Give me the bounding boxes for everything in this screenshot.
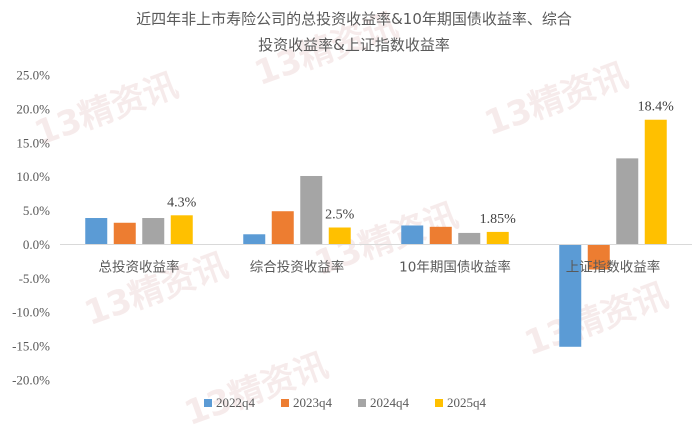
bar-2025q4-3 [644, 119, 667, 245]
bar-2022q4-2 [401, 225, 424, 245]
y-axis: 25.0% 20.0% 15.0% 10.0% 5.0% 0.0% -5.0% -10.0% -… [12, 68, 50, 388]
bar-2023q4-1 [271, 211, 294, 245]
y-tick-label: 5.0% [23, 203, 50, 218]
legend-swatch-2025q4 [435, 399, 443, 407]
chart-title: 近四年非上市寿险公司的总投资收益率&10年期国债收益率、综合 投资收益率&上证指… [136, 10, 572, 54]
bar-2022q4-3 [559, 244, 582, 347]
bar-2022q4-1 [243, 234, 266, 245]
watermark-text: 13精资讯 [29, 65, 183, 154]
watermark-text: 13精资讯 [179, 345, 333, 433]
data-labels: 4.3% 2.5% 1.85% 18.4% [167, 100, 674, 227]
bar-2022q4-0 [85, 218, 108, 245]
category-label: 10年期国债收益率 [399, 258, 511, 275]
bar-2024q4-2 [458, 232, 481, 245]
bar-2025q4-1 [328, 227, 351, 245]
legend-label-2023q4: 2023q4 [293, 395, 333, 410]
category-label: 综合投资收益率 [250, 258, 345, 275]
category-label: 上证指数收益率 [566, 258, 661, 275]
legend-swatch-2022q4 [204, 399, 212, 407]
watermark-text: 13精资讯 [479, 55, 633, 144]
data-label: 2.5% [325, 208, 355, 223]
bar-2024q4-1 [300, 175, 323, 245]
data-label: 4.3% [167, 195, 197, 210]
y-tick-label: 0.0% [23, 237, 50, 252]
y-tick-label: -5.0% [19, 271, 51, 286]
category-labels: 总投资收益率 综合投资收益率 10年期国债收益率 上证指数收益率 [99, 258, 661, 275]
data-label: 1.85% [480, 212, 517, 227]
watermark-text: 13精资讯 [519, 275, 673, 364]
chart-title-line-1: 近四年非上市寿险公司的总投资收益率&10年期国债收益率、综合 [136, 10, 572, 28]
category-label: 总投资收益率 [99, 258, 180, 275]
bar-2023q4-3 [587, 244, 610, 270]
y-tick-label: -10.0% [12, 305, 50, 320]
bar-2024q4-3 [616, 158, 639, 245]
y-tick-label: -15.0% [12, 339, 50, 354]
bar-2025q4-2 [486, 231, 509, 245]
bar-2024q4-0 [142, 218, 165, 245]
bar-2023q4-2 [429, 226, 452, 245]
y-tick-label: -20.0% [12, 373, 50, 388]
y-tick-label: 10.0% [16, 169, 50, 184]
legend-label-2022q4: 2022q4 [216, 395, 256, 410]
data-label: 18.4% [638, 100, 675, 115]
legend-swatch-2024q4 [358, 399, 366, 407]
y-tick-label: 15.0% [16, 135, 50, 150]
bar-2023q4-0 [113, 222, 136, 245]
bar-2025q4-0 [170, 215, 193, 245]
legend-label-2024q4: 2024q4 [370, 395, 410, 410]
legend-swatch-2023q4 [281, 399, 289, 407]
legend-label-2025q4: 2025q4 [447, 395, 487, 410]
y-tick-label: 20.0% [16, 101, 50, 116]
y-tick-label: 25.0% [16, 68, 50, 83]
chart-title-line-2: 投资收益率&上证指数收益率 [258, 36, 450, 54]
bars [85, 119, 667, 347]
legend: 2022q4 2023q4 2024q4 2025q4 [204, 395, 487, 410]
